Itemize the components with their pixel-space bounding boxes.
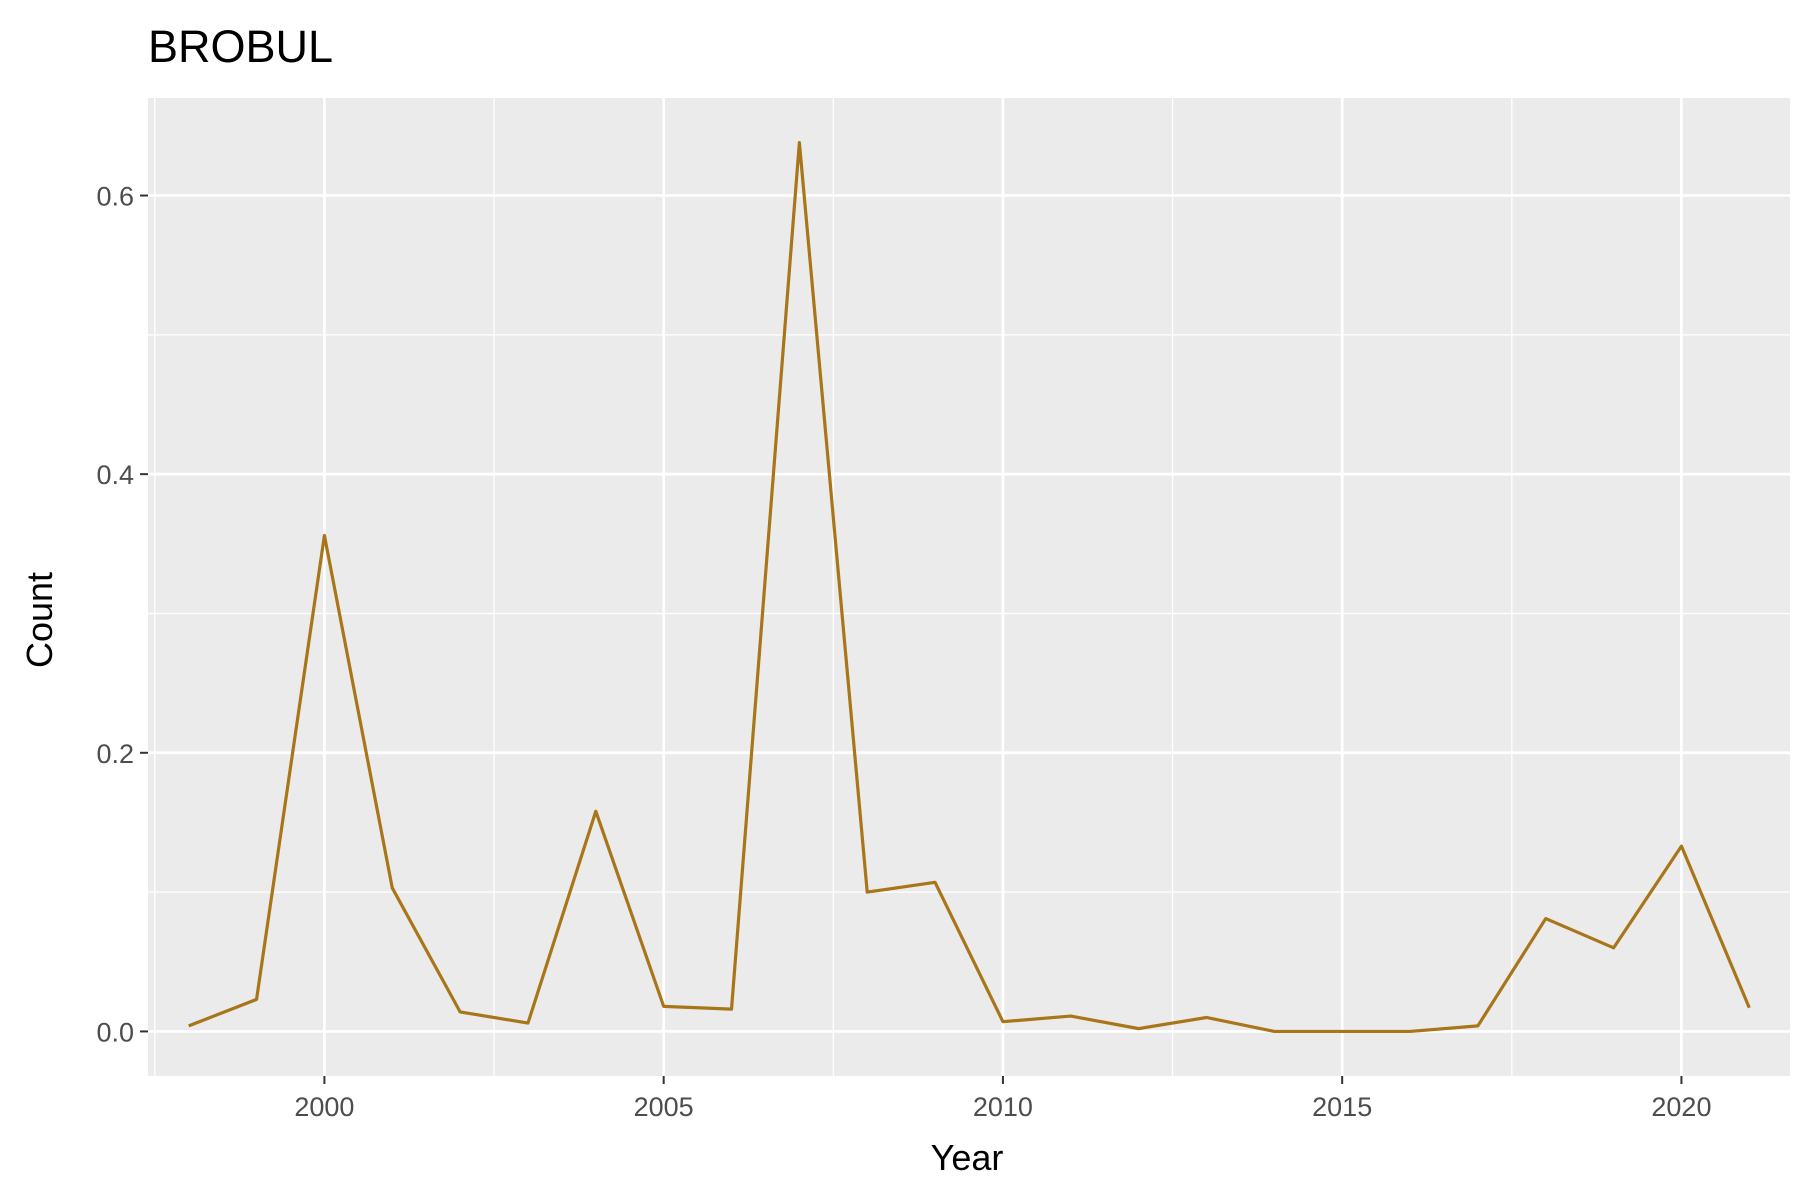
y-tick-label-0: 0.0: [96, 1017, 134, 1047]
chart-title: BROBUL: [148, 21, 333, 72]
major-gridlines: [148, 98, 1790, 1076]
x-tick-label-0: 2000: [294, 1092, 354, 1122]
y-axis-title: Count: [19, 572, 60, 668]
x-axis: 2000 2005 2010 2015 2020: [294, 1076, 1711, 1122]
series-layer: [188, 140, 1751, 1034]
y-tick-label-1: 0.2: [96, 739, 134, 769]
x-tick-label-1: 2005: [634, 1092, 694, 1122]
x-tick-label-3: 2015: [1312, 1092, 1372, 1122]
y-axis: 0.0 0.2 0.4 0.6: [96, 182, 148, 1047]
plot-panel: [148, 98, 1790, 1076]
x-axis-title: Year: [931, 1137, 1004, 1178]
x-tick-label-2: 2010: [973, 1092, 1033, 1122]
y-tick-label-3: 0.6: [96, 182, 134, 212]
x-tick-label-4: 2020: [1651, 1092, 1711, 1122]
series-line-0: [188, 140, 1751, 1034]
minor-gridlines: [148, 98, 1790, 1076]
y-tick-label-2: 0.4: [96, 460, 134, 490]
